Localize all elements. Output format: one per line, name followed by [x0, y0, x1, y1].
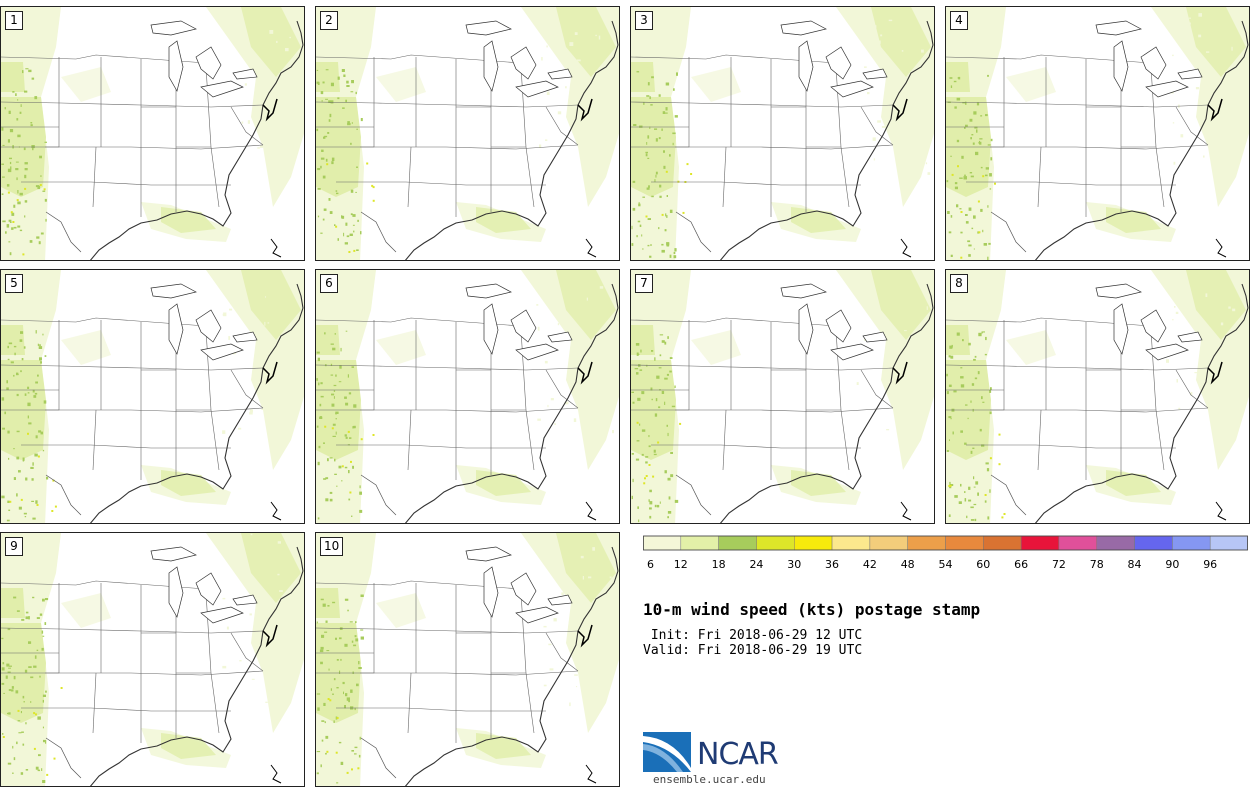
- colorbar-swatch: [1209, 535, 1248, 551]
- ensemble-member-panel: 7: [630, 269, 935, 524]
- member-map: [946, 7, 1249, 260]
- member-map: [316, 533, 619, 786]
- member-map: [316, 270, 619, 523]
- colorbar-tick-label: 18: [712, 558, 726, 571]
- colorbar-swatch: [1096, 535, 1135, 551]
- colorbar-swatch: [794, 535, 833, 551]
- colorbar-swatch: [718, 535, 757, 551]
- colorbar-tick-label: 60: [976, 558, 990, 571]
- colorbar: 6 12 18 24 30 36 42 48 54 60 66 72 78 84 90 96: [643, 535, 1248, 571]
- colorbar-tick-label: 72: [1052, 558, 1066, 571]
- colorbar-tick-label: 36: [825, 558, 839, 571]
- colorbar-swatch: [869, 535, 908, 551]
- member-number-label: 2: [320, 11, 338, 30]
- colorbar-swatch: [1134, 535, 1173, 551]
- member-map: [631, 270, 934, 523]
- member-number-label: 3: [635, 11, 653, 30]
- colorbar-tick-label: 66: [1014, 558, 1028, 571]
- colorbar-tick-label: 12: [674, 558, 688, 571]
- colorbar-swatch: [1172, 535, 1211, 551]
- ensemble-member-panel: 2: [315, 6, 620, 261]
- ensemble-member-panel: 8: [945, 269, 1250, 524]
- ensemble-member-panel: 4: [945, 6, 1250, 261]
- colorbar-swatch: [983, 535, 1022, 551]
- member-number-label: 8: [950, 274, 968, 293]
- ensemble-member-panel: 1: [0, 6, 305, 261]
- colorbar-tick-label: 48: [901, 558, 915, 571]
- ensemble-member-panel: 9: [0, 532, 305, 787]
- ensemble-member-panel: 3: [630, 6, 935, 261]
- member-number-label: 7: [635, 274, 653, 293]
- colorbar-tick-label: 24: [749, 558, 763, 571]
- member-map: [1, 7, 304, 260]
- colorbar-swatch: [756, 535, 795, 551]
- colorbar-swatch: [1020, 535, 1060, 551]
- colorbar-swatch: [680, 535, 719, 551]
- member-map: [1, 533, 304, 786]
- ensemble-member-panel: 5: [0, 269, 305, 524]
- colorbar-tick-label: 42: [863, 558, 877, 571]
- member-map: [631, 7, 934, 260]
- colorbar-tick-label: 96: [1203, 558, 1217, 571]
- member-number-label: 1: [5, 11, 23, 30]
- valid-time: Valid: Fri 2018-06-29 19 UTC: [643, 643, 863, 658]
- ensemble-member-panel: 6: [315, 269, 620, 524]
- ensemble-member-panel: 10: [315, 532, 620, 787]
- member-map: [1, 270, 304, 523]
- chart-title: 10-m wind speed (kts) postage stamp: [643, 600, 981, 619]
- member-number-label: 5: [5, 274, 23, 293]
- member-map: [316, 7, 619, 260]
- member-number-label: 10: [320, 537, 344, 556]
- member-number-label: 4: [950, 11, 968, 30]
- member-number-label: 9: [5, 537, 23, 556]
- logo-url: ensemble.ucar.edu: [653, 773, 766, 786]
- colorbar-swatch: [643, 535, 682, 551]
- colorbar-tick-label: 90: [1165, 558, 1179, 571]
- colorbar-tick-label: 6: [647, 558, 654, 571]
- init-time: Init: Fri 2018-06-29 12 UTC: [643, 628, 863, 643]
- colorbar-tick-label: 84: [1128, 558, 1142, 571]
- member-map: [946, 270, 1249, 523]
- colorbar-swatch: [831, 535, 871, 551]
- colorbar-swatch: [945, 535, 984, 551]
- colorbar-tick-label: 30: [787, 558, 801, 571]
- colorbar-swatch: [907, 535, 946, 551]
- logo-wordmark: NCAR: [697, 737, 779, 772]
- ncar-logo-icon: [643, 732, 691, 772]
- colorbar-tick-label: 78: [1090, 558, 1104, 571]
- colorbar-tick-label: 54: [939, 558, 953, 571]
- member-number-label: 6: [320, 274, 338, 293]
- colorbar-swatch: [1058, 535, 1098, 551]
